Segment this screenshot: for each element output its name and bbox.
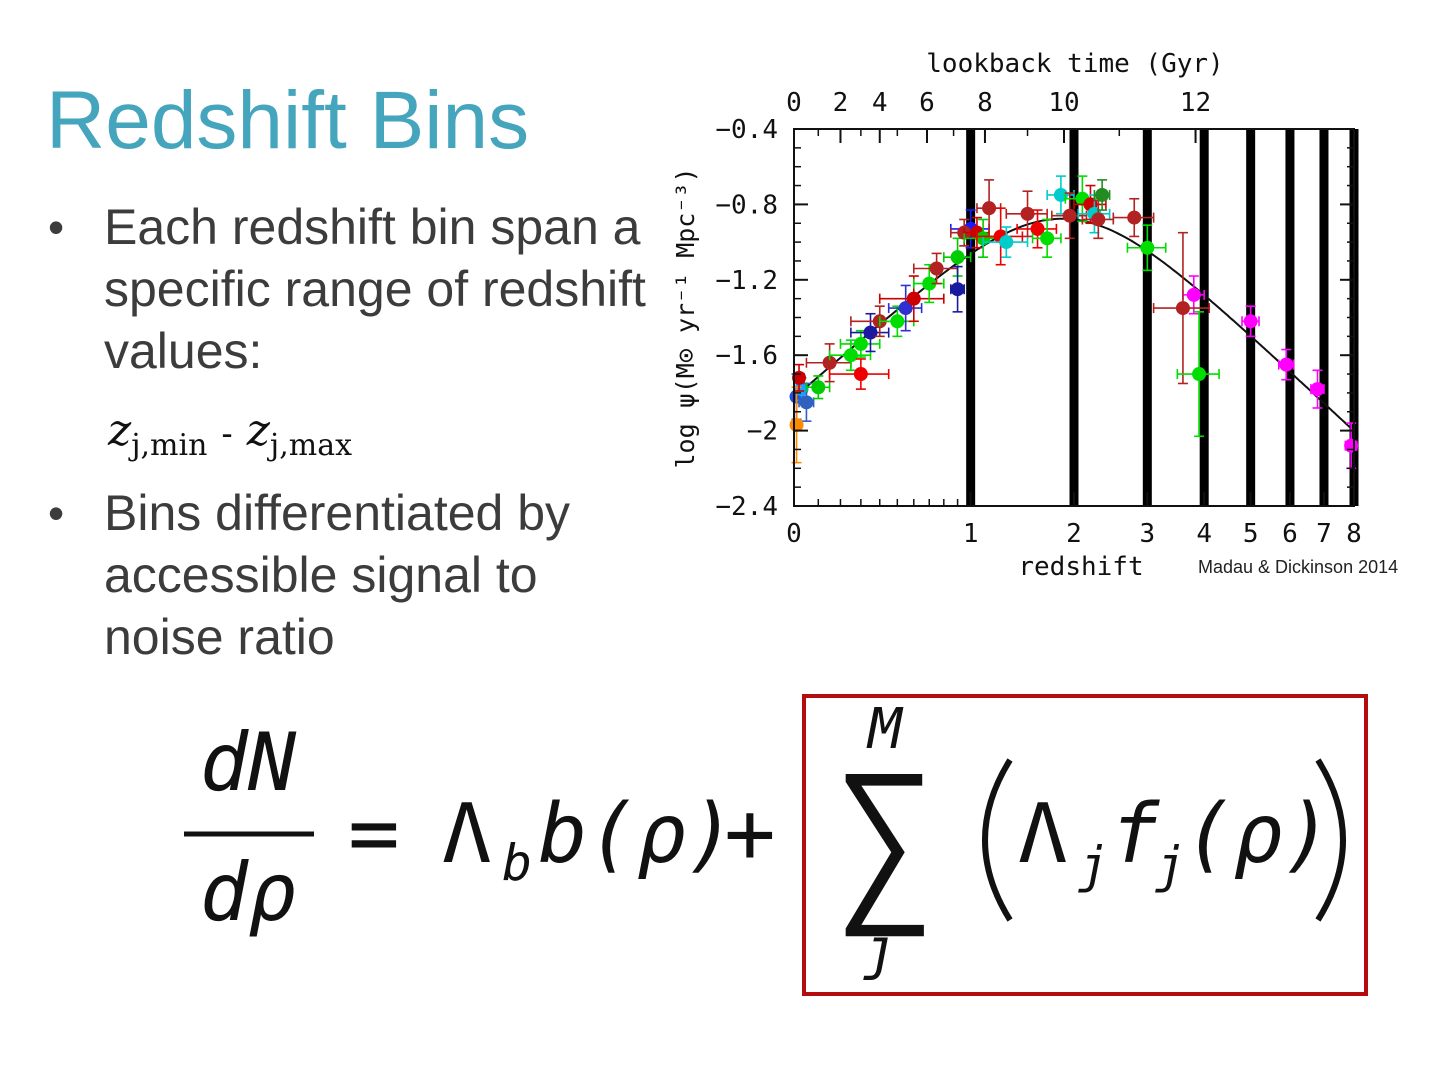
data-point (1344, 438, 1359, 453)
eq-left-paren (982, 758, 1013, 922)
eq-lambda-sub: b (502, 834, 532, 892)
data-points (789, 175, 1359, 470)
bin-edges (966, 129, 1359, 506)
eq-equals: = (348, 783, 400, 883)
eq-sum-symbol: ∑ (834, 743, 936, 941)
x-tick-label: 0 (786, 519, 802, 549)
data-point (999, 235, 1014, 250)
data-point (822, 355, 837, 370)
data-point (890, 314, 905, 329)
top-tick-label: 10 (1048, 88, 1079, 118)
top-axis-ticks: 0 2 4 6 8 10 12 (786, 88, 1355, 143)
eq-lambda: Λ (442, 787, 491, 882)
data-point (929, 261, 944, 276)
z-range-formula: zj,min - zj,max (108, 405, 352, 463)
y-tick-label: −0.8 (715, 190, 778, 220)
data-point (1192, 367, 1207, 382)
data-point (982, 201, 997, 216)
eq-sum-bottom: j (863, 917, 897, 982)
data-point (1140, 240, 1155, 255)
top-axis-label: lookback time (Gyr) (926, 49, 1223, 79)
bullet-item: • Each redshift bin span a specific rang… (46, 196, 656, 382)
eq-sum-top: M (866, 697, 904, 762)
equation: dN dρ = Λ b b(ρ) + M ∑ j Λ j f j (ρ) (184, 697, 1346, 982)
bullet-text: Each redshift bin span a specific range … (104, 199, 646, 379)
eq-rho-term: (ρ) (1184, 787, 1332, 882)
eq-f-term: f (1110, 787, 1160, 882)
x-tick-label: 3 (1139, 519, 1155, 549)
eq-plus: + (724, 783, 776, 883)
eq-b-term: b(ρ) (538, 787, 735, 882)
top-tick-label: 4 (872, 88, 888, 118)
data-point (811, 380, 826, 395)
x-tick-label: 7 (1316, 519, 1332, 549)
top-tick-label: 6 (919, 88, 935, 118)
data-point (853, 367, 868, 382)
data-point (1091, 212, 1106, 227)
z-min-var: z (108, 405, 132, 456)
top-tick-label: 12 (1180, 88, 1211, 118)
z-max-var: z (246, 405, 270, 456)
eq-f-sub: j (1155, 836, 1185, 894)
x-tick-label: 6 (1282, 519, 1298, 549)
eq-lhs-den: dρ (200, 846, 296, 939)
sum-highlight-box (802, 694, 1368, 996)
data-point (1030, 221, 1045, 236)
data-point (1095, 187, 1110, 202)
data-point (799, 395, 814, 410)
citation-credit: Madau & Dickinson 2014 (1198, 557, 1399, 577)
sfr-chart: lookback time (Gyr) 0 2 4 6 8 10 12 −0.4−0.8−1… (671, 49, 1362, 580)
bullet-dot-icon: • (48, 487, 65, 539)
eq-inner-lambda-sub: j (1078, 836, 1108, 894)
top-tick-label: 2 (833, 88, 849, 118)
y-axis-label: log ψ(M⊙ yr⁻¹ Mpc⁻³) (671, 167, 700, 468)
data-point (922, 276, 937, 291)
y-tick-label: −1.6 (715, 341, 778, 371)
data-point (1186, 287, 1201, 302)
slide-title: Redshift Bins (46, 75, 530, 166)
z-max-sub: j,max (269, 427, 352, 463)
top-tick-label: 0 (786, 88, 802, 118)
y-axis-ticks: −0.4 −0.8 −1.2 −1.6 −2 −2.4 (715, 115, 1354, 522)
data-point (950, 282, 965, 297)
y-tick-label: −2.4 (715, 492, 778, 522)
data-point (1020, 206, 1035, 221)
data-point (950, 250, 965, 265)
bullet-dot-icon: • (48, 201, 65, 253)
top-tick-label: 8 (977, 88, 993, 118)
eq-inner-lambda: Λ (1018, 787, 1067, 882)
data-point (1127, 210, 1142, 225)
x-tick-label: 4 (1196, 519, 1212, 549)
x-tick-label: 8 (1346, 519, 1362, 549)
eq-lhs-num: dN (200, 716, 297, 809)
bullet-list: • Each redshift bin span a specific rang… (46, 196, 656, 668)
data-point (906, 291, 921, 306)
data-point (1040, 231, 1055, 246)
data-point (1062, 208, 1077, 223)
y-tick-label: −2 (747, 417, 778, 447)
z-range-dash: - (221, 415, 233, 453)
data-point (1310, 382, 1325, 397)
data-point (898, 301, 913, 316)
data-point (853, 336, 868, 351)
bullet-text: Bins differentiated by accessible signal… (104, 485, 571, 665)
x-axis-label: redshift (1018, 552, 1143, 580)
data-point (843, 348, 858, 363)
data-point (1243, 314, 1258, 329)
data-point (1279, 357, 1294, 372)
bullet-item: • Bins differentiated by accessible sign… (46, 482, 656, 668)
z-min-sub: j,min (131, 427, 208, 463)
x-tick-label: 2 (1066, 519, 1082, 549)
data-point (1053, 187, 1068, 202)
eq-right-paren (1315, 758, 1346, 922)
x-tick-label: 1 (963, 519, 979, 549)
y-tick-label: −1.2 (715, 266, 778, 296)
data-point (1175, 301, 1190, 316)
data-point (863, 325, 878, 340)
y-tick-label: −0.4 (715, 115, 778, 145)
x-tick-label: 5 (1243, 519, 1259, 549)
